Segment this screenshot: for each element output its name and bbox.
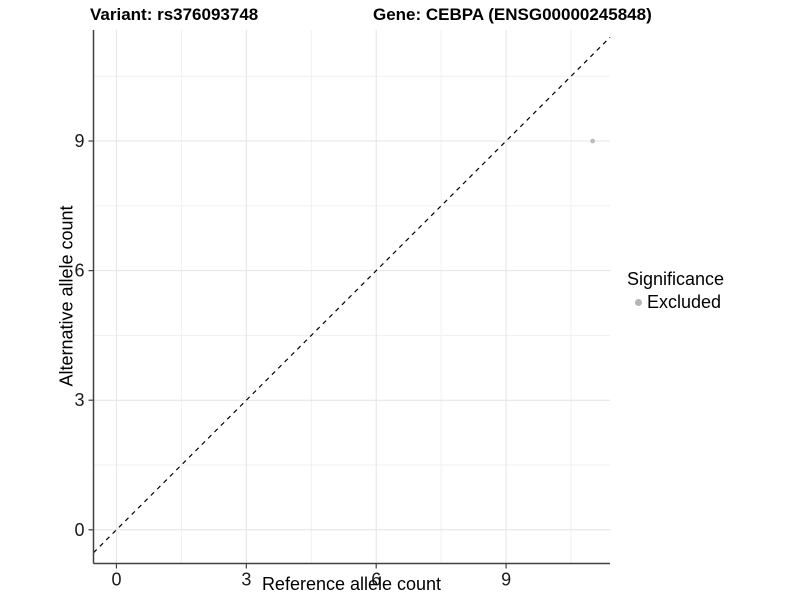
- legend-item-excluded: Excluded: [627, 292, 724, 313]
- x-tick-label: 0: [111, 570, 121, 590]
- y-tick-label: 9: [74, 131, 84, 151]
- legend-point-icon: [635, 299, 642, 306]
- legend-title: Significance: [627, 269, 725, 289]
- data-point: [590, 138, 596, 144]
- x-tick-label: 3: [241, 570, 251, 590]
- identity-dashed-line: [93, 36, 611, 554]
- x-tick-label: 9: [501, 570, 511, 590]
- plot-title-variant: Variant: rs376093748: [90, 5, 259, 24]
- y-tick-label: 6: [74, 261, 84, 281]
- x-axis-title: Reference allele count: [261, 574, 442, 594]
- y-tick-label: 3: [74, 390, 84, 410]
- legend-item-label: Excluded: [647, 292, 722, 312]
- y-tick-label: 0: [74, 520, 84, 540]
- y-axis-title: Alternative allele count: [56, 205, 77, 387]
- plot-title-gene: Gene: CEBPA (ENSG00000245848): [373, 5, 652, 24]
- x-tick-label: 6: [371, 570, 381, 590]
- legend: Significance Excluded: [627, 269, 724, 313]
